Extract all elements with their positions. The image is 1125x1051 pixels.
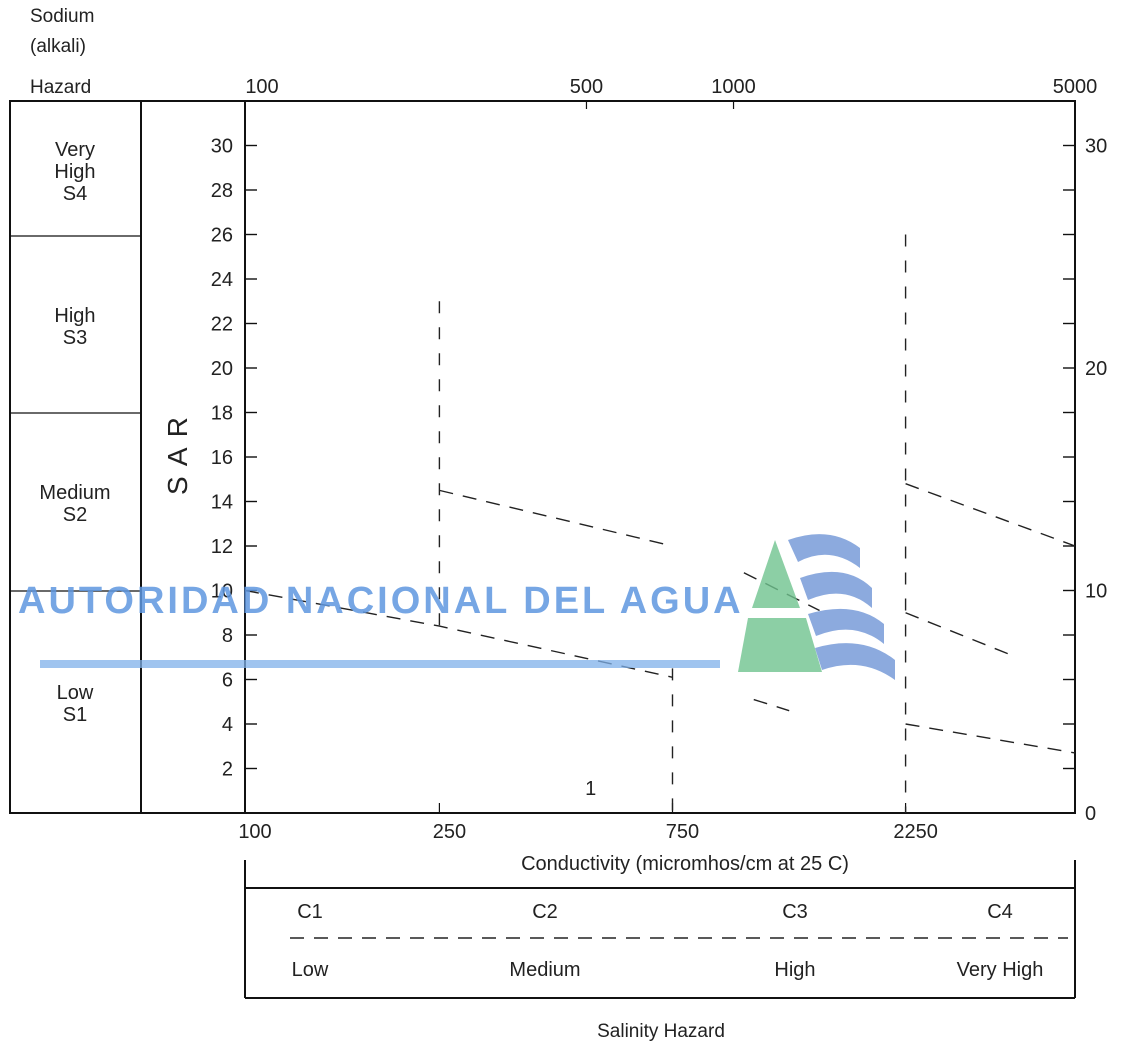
salinity-class-panel: C1 Low C2 Medium C3 High C4 Very High bbox=[244, 860, 1076, 999]
watermark-text: AUTORIDAD NACIONAL DEL AGUA bbox=[18, 580, 744, 622]
sar-tick-label-26: 26 bbox=[211, 225, 233, 247]
sar-tick-label-4: 4 bbox=[222, 714, 233, 736]
sodium-class-s4-line-3: S4 bbox=[63, 183, 87, 205]
sodium-class-s2-line-2: S2 bbox=[63, 504, 87, 526]
sar-tick-label-30: 30 bbox=[211, 136, 233, 158]
right-tick-label-0: 0 bbox=[1085, 803, 1096, 825]
sar-boundary-line-6 bbox=[905, 612, 1018, 658]
top-tick-label-5000: 5000 bbox=[1053, 76, 1098, 98]
sodium-hazard-title-line-2: (alkali) bbox=[30, 36, 86, 57]
plot-frame bbox=[244, 100, 1076, 814]
right-tick-label-30: 30 bbox=[1085, 136, 1107, 158]
sar-boundary-line-2 bbox=[439, 489, 673, 547]
watermark-wave-3 bbox=[808, 608, 884, 644]
top-conductivity-axis: 100 500 1000 5000 bbox=[244, 76, 1098, 109]
right-axis: 0 10 20 30 bbox=[1063, 136, 1107, 825]
sample-point-1: 1 bbox=[585, 778, 596, 800]
salinity-class-c2-code: C2 bbox=[532, 901, 558, 923]
sar-tick-label-16: 16 bbox=[211, 447, 233, 469]
bottom-tick-label-100: 100 bbox=[238, 821, 271, 843]
sodium-hazard-title-line-1: Sodium bbox=[30, 6, 94, 27]
salinity-class-c4-name: Very High bbox=[957, 959, 1044, 981]
salinity-class-c4-code: C4 bbox=[987, 901, 1013, 923]
right-tick-label-10: 10 bbox=[1085, 581, 1107, 603]
sar-boundary-line-1 bbox=[244, 589, 673, 678]
watermark-bar bbox=[40, 660, 720, 668]
salinity-class-c3-code: C3 bbox=[782, 901, 808, 923]
salinity-class-c3-name: High bbox=[774, 959, 815, 981]
sar-tick-label-2: 2 bbox=[222, 759, 233, 781]
watermark-wave-1 bbox=[788, 534, 860, 568]
bottom-tick-label-750: 750 bbox=[666, 821, 699, 843]
sodium-class-s2-line-1: Medium bbox=[39, 482, 110, 504]
sodium-class-s3-line-1: High bbox=[54, 305, 95, 327]
top-tick-label-100: 100 bbox=[245, 76, 278, 98]
watermark-wave-2 bbox=[800, 571, 872, 608]
sar-boundary-line-3 bbox=[753, 698, 790, 712]
bottom-conductivity-axis: 100 250 750 2250 bbox=[238, 803, 938, 843]
watermark-triangle-bottom bbox=[738, 618, 822, 672]
sar-tick-label-18: 18 bbox=[211, 403, 233, 425]
salinity-class-c2-name: Medium bbox=[509, 959, 580, 981]
sar-tick-label-24: 24 bbox=[211, 269, 233, 291]
sar-boundary-line-5 bbox=[905, 723, 1076, 754]
bottom-tick-label-2250: 2250 bbox=[893, 821, 938, 843]
salinity-class-c1-name: Low bbox=[292, 959, 329, 981]
salinity-class-c1-code: C1 bbox=[297, 901, 323, 923]
sar-tick-label-14: 14 bbox=[211, 492, 233, 514]
sar-tick-label-28: 28 bbox=[211, 180, 233, 202]
watermark-logo: AUTORIDAD NACIONAL DEL AGUA bbox=[18, 534, 895, 680]
sar-boundary-line-7 bbox=[905, 483, 1076, 547]
sodium-class-s1-line-2: S1 bbox=[63, 704, 87, 726]
watermark-wave-4 bbox=[815, 643, 895, 680]
sar-tick-label-20: 20 bbox=[211, 358, 233, 380]
sar-axis-label: S A R bbox=[162, 415, 193, 495]
sar-boundary-lines bbox=[244, 483, 1076, 754]
sodium-class-s4-line-2: High bbox=[54, 161, 95, 183]
sample-points: 1 bbox=[585, 778, 596, 800]
bottom-tick-label-250: 250 bbox=[433, 821, 466, 843]
top-tick-label-1000: 1000 bbox=[711, 76, 756, 98]
right-tick-label-20: 20 bbox=[1085, 358, 1107, 380]
sar-tick-label-8: 8 bbox=[222, 625, 233, 647]
conductivity-axis-label: Conductivity (micromhos/cm at 25 C) bbox=[521, 853, 849, 875]
sodium-hazard-title-line-3: Hazard bbox=[30, 77, 91, 98]
class-boundaries bbox=[438, 234, 907, 813]
watermark-triangle-top bbox=[752, 540, 800, 608]
sar-tick-label-12: 12 bbox=[211, 536, 233, 558]
sar-tick-label-10: 10 bbox=[211, 581, 233, 603]
sar-tick-label-22: 22 bbox=[211, 314, 233, 336]
sodium-class-s4-line-1: Very bbox=[55, 139, 95, 161]
top-tick-label-500: 500 bbox=[570, 76, 603, 98]
sodium-class-s1-line-1: Low bbox=[57, 682, 94, 704]
sodium-class-s3-line-2: S3 bbox=[63, 327, 87, 349]
sar-tick-label-6: 6 bbox=[222, 670, 233, 692]
salinity-hazard-title: Salinity Hazard bbox=[597, 1021, 725, 1042]
